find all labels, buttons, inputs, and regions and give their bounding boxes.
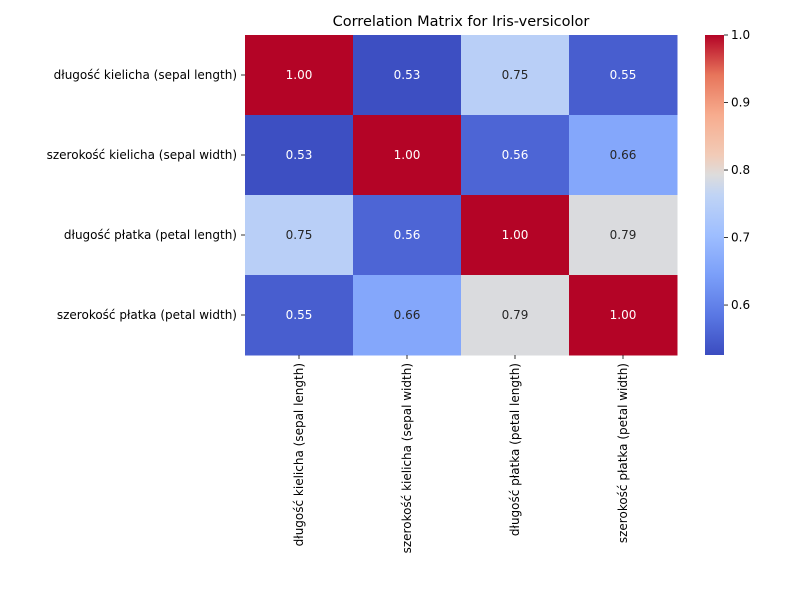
cell-value-label: 0.79 [502, 308, 529, 322]
cell-value-label: 0.53 [394, 68, 421, 82]
chart-title: Correlation Matrix for Iris-versicolor [333, 14, 590, 30]
heatmap-cell-r0-c2 [461, 35, 570, 116]
cell-value-label: 0.66 [394, 308, 421, 322]
cell-value-label: 1.00 [394, 148, 421, 162]
heatmap-cell-r0-c3 [569, 35, 678, 116]
cell-value-label: 0.56 [502, 148, 529, 162]
cell-value-label: 0.56 [394, 228, 421, 242]
x-axis-ticks: długość kielicha (sepal length) szerokość… [292, 355, 630, 553]
heatmap-cell-r1-c3 [569, 115, 678, 196]
x-tick-label: długość kielicha (sepal length) [292, 363, 306, 546]
y-axis-ticks: długość kielicha (sepal length) szerokość… [47, 68, 245, 322]
cell-value-label: 0.79 [610, 228, 637, 242]
heatmap-cell-labels: 1.00 0.53 0.75 0.55 0.53 1.00 0.56 0.66 0.75 0.56… [286, 68, 637, 322]
heatmap-cell-r1-c1 [353, 115, 462, 196]
heatmap-cell-r3-c3 [569, 275, 678, 356]
cell-value-label: 0.75 [286, 228, 313, 242]
x-tick-label: szerokość kielicha (sepal width) [400, 363, 414, 553]
colorbar-tick-label: 1.0 [731, 28, 750, 42]
cell-value-label: 1.00 [286, 68, 313, 82]
colorbar-tick-label: 0.7 [731, 231, 750, 245]
heatmap-cell-r2-c1 [353, 195, 462, 276]
cell-value-label: 0.55 [610, 68, 637, 82]
heatmap-cell-r3-c0 [245, 275, 354, 356]
colorbar-tick-label: 0.6 [731, 298, 750, 312]
colorbar-tick-label: 0.9 [731, 96, 750, 110]
cell-value-label: 0.55 [286, 308, 313, 322]
cell-value-label: 1.00 [610, 308, 637, 322]
y-tick-label: szerokość kielicha (sepal width) [47, 148, 237, 162]
heatmap-cell-r0-c0 [245, 35, 354, 116]
x-tick-label: szerokość płatka (petal width) [616, 363, 630, 543]
colorbar-gradient [705, 35, 724, 355]
y-tick-label: szerokość płatka (petal width) [57, 308, 237, 322]
heatmap-cell-r2-c0 [245, 195, 354, 276]
colorbar: 0.6 0.7 0.8 0.9 1.0 [705, 28, 750, 355]
heatmap-cell-r2-c2 [461, 195, 570, 276]
cell-value-label: 0.66 [610, 148, 637, 162]
heatmap-cells [245, 35, 678, 356]
colorbar-ticks: 0.6 0.7 0.8 0.9 1.0 [724, 28, 750, 312]
cell-value-label: 0.75 [502, 68, 529, 82]
colorbar-tick-label: 0.8 [731, 163, 750, 177]
y-tick-label: długość kielicha (sepal length) [54, 68, 237, 82]
x-tick-label: długość płatka (petal length) [508, 363, 522, 536]
heatmap-cell-r3-c2 [461, 275, 570, 356]
y-tick-label: długość płatka (petal length) [64, 228, 237, 242]
heatmap-cell-r3-c1 [353, 275, 462, 356]
heatmap-cell-r2-c3 [569, 195, 678, 276]
cell-value-label: 0.53 [286, 148, 313, 162]
heatmap-cell-r1-c0 [245, 115, 354, 196]
cell-value-label: 1.00 [502, 228, 529, 242]
heatmap-cell-r0-c1 [353, 35, 462, 116]
heatmap-cell-r1-c2 [461, 115, 570, 196]
